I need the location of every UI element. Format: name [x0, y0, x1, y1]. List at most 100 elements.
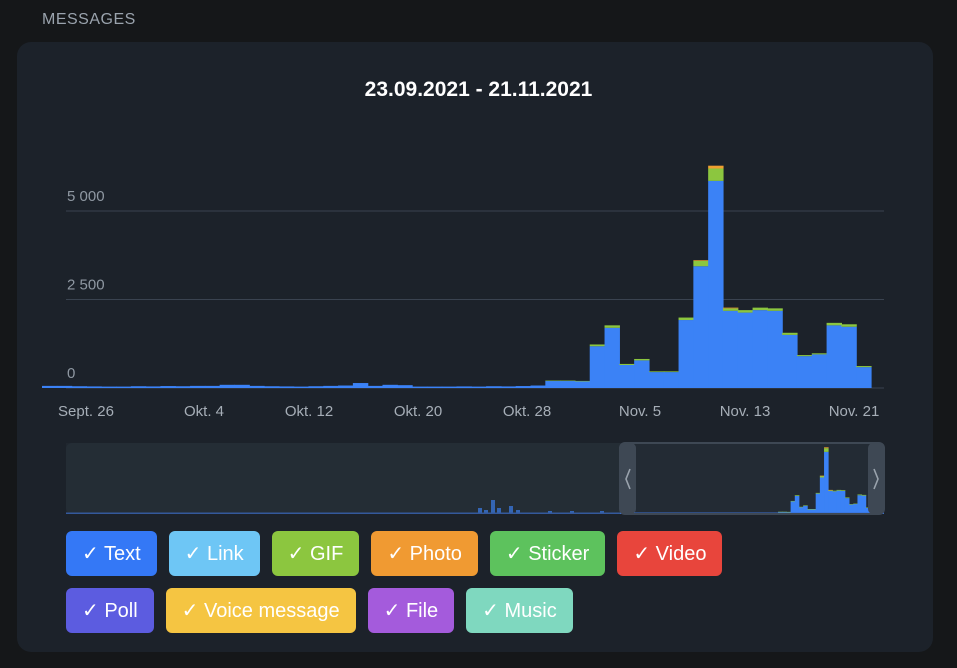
- navigator-bar: [786, 511, 792, 513]
- bar-segment: [634, 358, 650, 361]
- bar-segment: [456, 386, 472, 388]
- x-tick-label: Sept. 26: [58, 403, 114, 420]
- navigator-bar: [807, 509, 812, 510]
- navigator-bar: [484, 510, 488, 514]
- navigator-bar: [794, 495, 800, 514]
- x-tick-label: Nov. 5: [619, 403, 661, 420]
- bar-segment: [264, 386, 280, 388]
- navigator-bar: [844, 497, 850, 499]
- chevron-left-icon: [625, 468, 631, 490]
- navigator-bar: [828, 490, 833, 491]
- navigator-bar: [815, 493, 821, 514]
- navigator-bar: [819, 477, 825, 514]
- bar-segment: [175, 386, 191, 388]
- bar-segment: [841, 324, 857, 327]
- navigator-bar: [778, 511, 783, 513]
- navigator-bar: [832, 490, 837, 492]
- bar-segment: [604, 325, 620, 328]
- navigator-left-handle[interactable]: [620, 443, 636, 514]
- bar-segment: [278, 386, 295, 388]
- bar-segment: [352, 383, 369, 388]
- bar-segment: [634, 360, 650, 388]
- x-tick-label: Nov. 21: [829, 403, 880, 420]
- filter-photo-chip[interactable]: ✓ Photo: [371, 531, 478, 576]
- filter-file-chip[interactable]: ✓ File: [367, 588, 455, 633]
- navigator-bar: [811, 509, 817, 514]
- x-tick-label: Okt. 20: [394, 403, 442, 420]
- navigator-bar: [516, 510, 520, 514]
- filter-sticker-chip[interactable]: ✓ Sticker: [489, 531, 606, 576]
- bar-segment: [737, 310, 754, 313]
- bar-segment: [545, 380, 561, 382]
- navigator-bar: [819, 475, 825, 477]
- navigator-bar: [828, 490, 833, 514]
- navigator-bar: [798, 507, 804, 514]
- bar-segment: [663, 371, 680, 373]
- bar-segment: [486, 386, 502, 388]
- bar-segment: [782, 334, 798, 388]
- navigator-bar: [794, 495, 800, 496]
- navigator-bar: [849, 504, 854, 505]
- bar-segment: [767, 310, 783, 388]
- navigator-bar: [828, 489, 833, 491]
- navigator-bar: [857, 495, 863, 514]
- filter-video-chip[interactable]: ✓ Video: [617, 531, 723, 576]
- bar-segment: [56, 385, 73, 388]
- navigator-bar: [803, 505, 808, 506]
- bar-segment: [130, 386, 147, 388]
- bar-segment: [190, 385, 206, 388]
- bar-segment: [323, 385, 339, 388]
- filter-poll-chip[interactable]: ✓ Poll: [66, 588, 154, 633]
- navigator-right-handle[interactable]: [868, 443, 884, 514]
- bar-segment: [663, 372, 680, 388]
- bar-segment: [412, 386, 428, 388]
- bar-segment: [42, 385, 58, 388]
- navigator-bar: [798, 506, 804, 508]
- bar-segment: [515, 386, 532, 388]
- filter-text-chip[interactable]: ✓ Text: [66, 531, 157, 576]
- bar-segment: [722, 308, 739, 311]
- navigator-bar: [840, 490, 846, 514]
- bar-segment: [604, 327, 620, 388]
- navigator-bar: [853, 503, 858, 505]
- navigator-dim: [66, 443, 620, 514]
- bar-segment: [648, 371, 665, 373]
- navigator-bar: [861, 495, 867, 514]
- x-tick-label: Okt. 12: [285, 403, 333, 420]
- filter-gif-chip[interactable]: ✓ GIF: [271, 531, 360, 576]
- filter-link-chip[interactable]: ✓ Link: [168, 531, 260, 576]
- navigator-track: [66, 443, 884, 514]
- navigator-bar: [491, 500, 495, 514]
- bar-segment: [708, 165, 724, 169]
- bar-segment: [752, 310, 768, 388]
- bar-segment: [560, 380, 576, 382]
- bar-segment: [693, 260, 709, 267]
- bar-segment: [500, 386, 517, 388]
- navigator-bar: [836, 490, 842, 514]
- bar-segment: [811, 354, 828, 388]
- navigator-bar: [853, 503, 858, 514]
- chevron-right-icon: [873, 468, 879, 490]
- navigator-bar: [807, 509, 812, 514]
- navigator-bar: [832, 491, 837, 514]
- navigator-bar: [857, 494, 863, 496]
- bar-segment: [589, 344, 606, 347]
- navigator-bar: [836, 489, 842, 491]
- bar-segment: [708, 180, 724, 388]
- bar-segment: [426, 386, 443, 388]
- navigator-bar: [478, 508, 482, 514]
- bar-segment: [471, 386, 487, 388]
- bar-segment: [145, 386, 162, 388]
- messages-chart: 0 2 500 5 000 Sept. 26 Okt. 4 Okt. 12 Okt. 20 O…: [42, 165, 885, 515]
- bar-segment: [708, 168, 724, 181]
- bar-segment: [648, 372, 665, 388]
- filter-voice-message-chip[interactable]: ✓ Voice message: [165, 588, 356, 633]
- bar-segment: [293, 386, 310, 388]
- bar-segment: [441, 386, 458, 388]
- navigator-bar: [865, 507, 871, 514]
- navigator-bar: [790, 500, 796, 502]
- filter-music-chip[interactable]: ✓ Music: [466, 588, 573, 633]
- bar-segment: [382, 384, 398, 388]
- navigator-bar: [803, 505, 808, 514]
- bar-segment: [678, 320, 694, 388]
